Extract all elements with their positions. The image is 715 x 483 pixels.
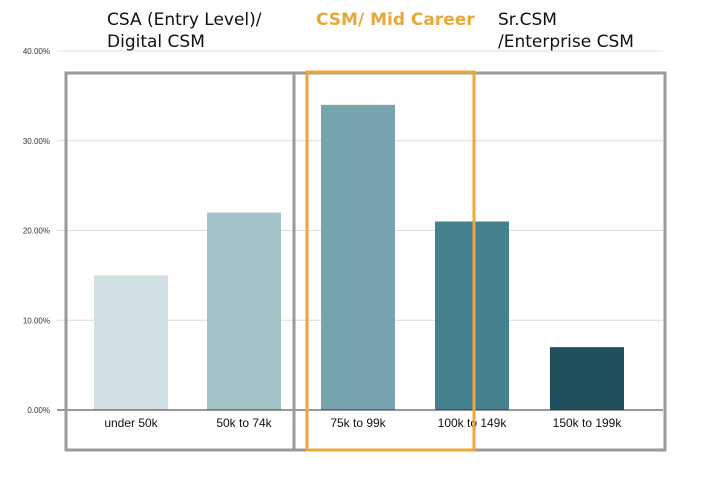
bar-2: [321, 104, 395, 410]
entry-level-label-line-2: Digital CSM: [107, 32, 205, 52]
senior-label-line-1: Sr.CSM: [498, 10, 557, 30]
bar-3: [435, 221, 509, 410]
y-tick-label: 0.00%: [27, 406, 50, 415]
bar-1: [207, 212, 281, 410]
entry-level-label-line-1: CSA (Entry Level)/: [107, 10, 262, 30]
x-tick-label: 50k to 74k: [216, 416, 272, 430]
mid-career-box: [305, 70, 476, 452]
entry-level-group-label: CSA (Entry Level)/ Digital CSM: [107, 9, 262, 53]
mid-career-label-line-1: CSM/ Mid Career: [316, 10, 475, 30]
x-tick-label: 75k to 99k: [330, 416, 386, 430]
x-tick-label: 150k to 199k: [553, 416, 623, 430]
y-tick-label: 40.00%: [23, 47, 50, 56]
bar-4: [550, 347, 624, 410]
y-tick-label: 10.00%: [23, 316, 50, 325]
senior-label-line-2: /Enterprise CSM: [498, 32, 634, 52]
bar-0: [94, 275, 168, 410]
senior-group-label: Sr.CSM /Enterprise CSM: [498, 9, 634, 53]
x-tick-label: under 50k: [104, 416, 158, 430]
mid-career-group-label: CSM/ Mid Career: [316, 9, 475, 31]
y-tick-label: 30.00%: [23, 137, 50, 146]
y-tick-label: 20.00%: [23, 227, 50, 236]
